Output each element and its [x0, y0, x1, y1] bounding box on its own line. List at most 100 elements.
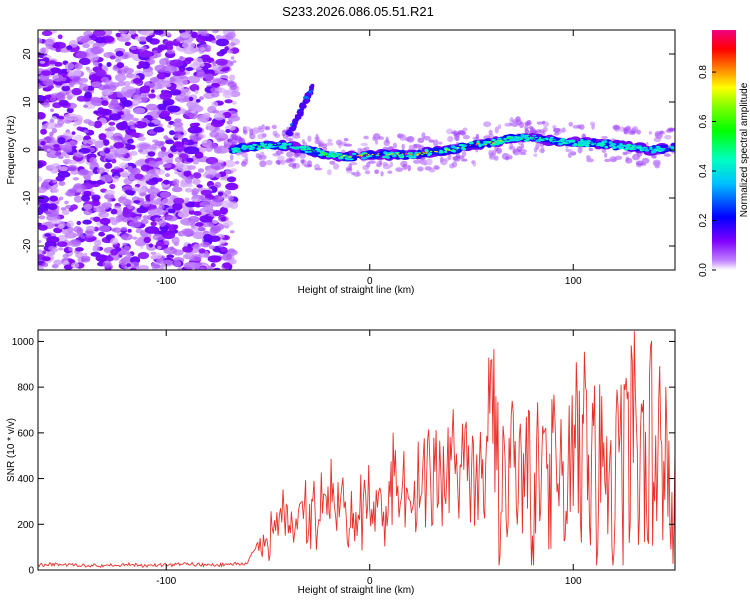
spectrogram-ridge-cell [504, 140, 511, 143]
spectrogram-noise-cell [164, 240, 170, 245]
spectrogram-noise-cell [196, 114, 210, 123]
spectrogram-noise-cell [144, 81, 151, 86]
spectrogram-ridge-cell [306, 148, 309, 150]
spectrogram-halo-cell [648, 131, 653, 135]
spectrogram-noise-cell [48, 245, 56, 251]
spectrogram-halo-cell [366, 162, 371, 168]
spectrogram-noise-cell [78, 168, 89, 175]
spectrogram-noise-cell [195, 98, 201, 103]
spectrogram-halo-cell [281, 130, 286, 137]
spectrogram-ridge-cell [313, 150, 316, 152]
spectrogram-noise-cell [185, 57, 194, 62]
spectrogram-noise-cell [222, 91, 233, 99]
spectrogram-ridge-cell [600, 142, 603, 144]
spectrogram-noise-cell [46, 236, 60, 244]
spectrogram-noise-cell [137, 136, 146, 141]
spectrogram-noise-cell [134, 173, 144, 180]
spectrogram-ridge-cell [377, 153, 380, 155]
spectrogram-noise-cell [38, 175, 43, 183]
spectrogram-noise-cell [50, 116, 57, 120]
spectrogram-noise-cell [124, 189, 133, 194]
spectrogram-noise-cell [79, 83, 89, 91]
spectrogram-noise-cell [133, 107, 146, 114]
spectrogram-noise-cell [63, 113, 79, 121]
spectrogram-noise-cell [152, 139, 159, 143]
spectrogram-halo-cell [636, 129, 641, 135]
spectrogram-halo-cell [572, 125, 580, 129]
spectrogram-halo-cell [519, 151, 527, 156]
spectrogram-noise-cell [70, 262, 80, 269]
spectrogram-halo-cell [383, 139, 391, 146]
spectrogram-noise-cell [212, 210, 222, 217]
spectrogram-noise-cell [211, 101, 219, 108]
spectrogram-ridge-cell [566, 140, 568, 142]
spectrogram-ridge-cell [484, 144, 487, 146]
spectrogram-noise-cell [149, 170, 156, 175]
spectrogram-noise-cell [38, 264, 44, 270]
spectrogram-ridge-cell [270, 143, 273, 146]
spectrogram-ridge-cell [506, 138, 508, 140]
spectrogram-ridge-cell [334, 152, 339, 155]
spectrogram-halo-cell [272, 152, 281, 157]
spectrogram-noise-cell [94, 239, 102, 247]
spectrogram-noise-cell [83, 30, 93, 37]
spectrogram-noise-cell [127, 228, 132, 233]
spectrogram-ridge-cell [489, 141, 492, 143]
spectrogram-noise-cell [80, 257, 91, 263]
spectrogram-halo-cell [667, 127, 674, 132]
spectrogram-noise-cell [124, 81, 131, 87]
spectrogram-ridge-cell [399, 156, 404, 159]
spectrogram-halo-cell [579, 124, 585, 130]
spectrogram-noise-cell [121, 242, 128, 246]
spectrogram-ridge-cell [497, 140, 500, 142]
spectrogram-ridge-cell [342, 155, 345, 157]
spectrogram-noise-cell [99, 108, 112, 116]
spectrogram-noise-cell [65, 145, 73, 150]
spectrogram-noise-cell [129, 261, 140, 268]
spectrogram-noise-cell [197, 168, 205, 173]
spectrogram-halo-cell [526, 119, 532, 126]
spectrogram-ridge-cell [491, 138, 496, 142]
spectrogram-noise-cell [173, 260, 182, 268]
spectrogram-ridge-cell [332, 153, 336, 155]
spectrogram-noise-cell [207, 125, 215, 131]
spectrogram-ridge-cell [314, 148, 321, 151]
spectrogram-halo-cell [315, 133, 319, 141]
spectrogram-ridge-cell [433, 151, 437, 153]
spectrogram-halo-cell [428, 167, 436, 173]
spectrogram-ridge-cell [338, 157, 342, 160]
spectrogram-ridge-cell [416, 154, 420, 155]
spectrogram-ridge-cell [462, 147, 465, 149]
spectrogram-ridge-cell [520, 134, 525, 137]
spectrogram-ridge-cell [371, 153, 374, 156]
colorbar-ticks: 0.0 0.2 0.4 0.6 0.8 [698, 65, 716, 277]
spectrogram-streak-cell [292, 119, 297, 123]
spectrogram-noise-cell [187, 75, 200, 84]
spectrogram-halo-cell [530, 127, 536, 134]
spectrogram-halo-cell [382, 162, 389, 167]
spectrogram-halo-cell [423, 135, 431, 141]
spectrogram-halo-cell [319, 142, 325, 147]
spectrogram-noise-cell [135, 187, 146, 193]
spectrogram-noise-cell [104, 162, 113, 169]
spectrogram-noise-cell [139, 85, 151, 94]
spectrogram-noise-cell [180, 183, 188, 188]
spectrogram-noise-cell [165, 173, 170, 178]
spectrogram-halo-cell [538, 148, 545, 154]
y-tick-label: 20 [22, 48, 33, 60]
spectrogram-ridge-cell [284, 145, 287, 147]
spectrogram-ridge-cell [514, 136, 518, 138]
spectrogram-ridge-cell [658, 147, 663, 151]
spectrogram-noise-cell [150, 251, 157, 255]
spectrogram-noise-cell [64, 62, 75, 70]
spectrogram-ridge-cell [289, 145, 291, 147]
spectrogram-ridge-cell [469, 145, 472, 147]
spectrogram-ridge-cell [587, 142, 590, 145]
spectrogram-ridge-cell [241, 148, 244, 150]
spectrogram-noise-cell [205, 48, 211, 53]
spectrogram-ridge-cell [301, 148, 304, 150]
spectrogram-noise-cell [200, 189, 212, 196]
spectrogram-noise-cell [184, 200, 189, 204]
spectrogram-halo-cell [511, 122, 517, 127]
spectrogram-noise-cell [87, 69, 93, 73]
